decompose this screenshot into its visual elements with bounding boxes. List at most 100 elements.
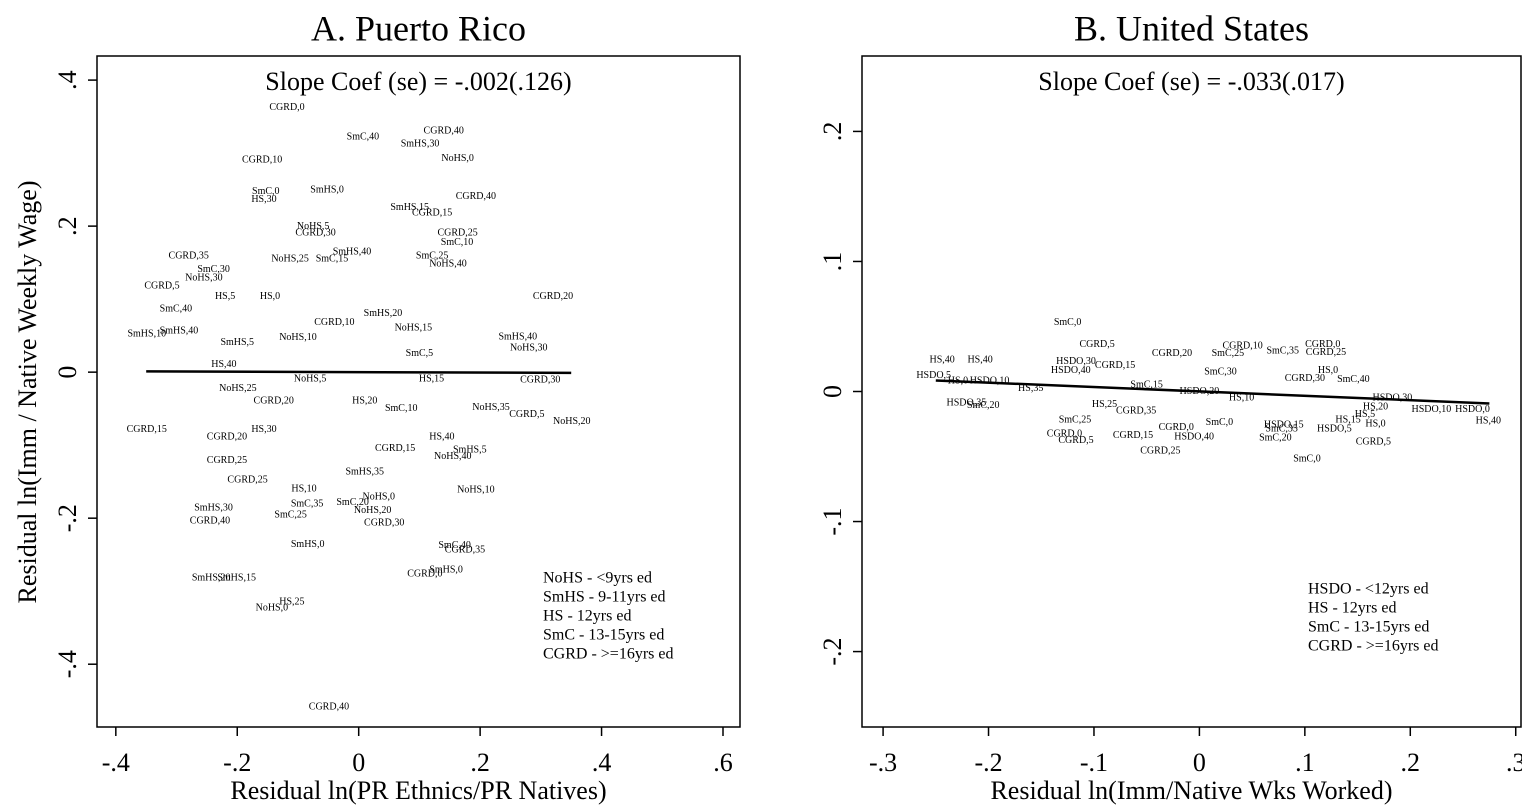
point-label: NoHS,0 xyxy=(256,602,289,613)
point-label: SmC,0 xyxy=(1054,317,1082,328)
chart-title: B. United States xyxy=(1074,8,1309,48)
point-label: HS,0 xyxy=(260,291,280,302)
point-label: CGRD,10 xyxy=(314,317,354,328)
point-label: CGRD,40 xyxy=(190,515,230,526)
point-label: CGRD,15 xyxy=(412,207,452,218)
point-label: CGRD,0 xyxy=(1047,429,1082,440)
point-label: SmHS,5 xyxy=(220,337,254,348)
point-label: NoHS,5 xyxy=(294,374,327,385)
point-label: CGRD,10 xyxy=(1222,340,1262,351)
fit-line xyxy=(146,370,572,375)
point-label: SmHS,0 xyxy=(310,185,344,196)
x-tick-label: .2 xyxy=(470,748,490,777)
point-label: HSDO,15 xyxy=(1264,420,1304,431)
point-label: CGRD,35 xyxy=(1116,405,1156,416)
point-label: SmHS,15 xyxy=(217,572,256,583)
plot-frame xyxy=(96,55,741,728)
legend-text: SmHS - 9-11yrs ed xyxy=(543,589,666,606)
point-label: CGRD,15 xyxy=(127,424,167,435)
point-label: SmHS,20 xyxy=(364,308,403,319)
point-label: SmC,25 xyxy=(274,510,307,521)
point-label: HS,20 xyxy=(352,396,377,407)
point-label: HS,30 xyxy=(251,424,276,435)
point-label: SmHS,0 xyxy=(291,539,325,550)
x-tick-label: .2 xyxy=(1401,748,1421,777)
point-label: NoHS,30 xyxy=(185,272,223,283)
point-label: CGRD,0 xyxy=(1159,422,1194,433)
point-label: CGRD,30 xyxy=(295,228,335,239)
point-label: SmHS,30 xyxy=(401,139,440,150)
point-label: SmC,40 xyxy=(160,304,193,315)
legend-text: HSDO - <12yrs ed xyxy=(1308,581,1429,598)
legend-text: CGRD - >=16yrs ed xyxy=(543,646,673,663)
point-label: SmC,20 xyxy=(336,497,369,508)
point-label: HS,40 xyxy=(1476,416,1501,427)
y-tick-label: 0 xyxy=(53,366,82,379)
point-label: CGRD,20 xyxy=(533,291,573,302)
point-label: HSDO,5 xyxy=(1317,424,1352,435)
y-tick-label: -.4 xyxy=(53,650,82,678)
point-label: NoHS,25 xyxy=(271,253,309,264)
point-label: HS,40 xyxy=(967,355,992,366)
point-label: CGRD,25 xyxy=(207,455,247,466)
point-label: SmC,15 xyxy=(1130,379,1163,390)
point-label: SmC,30 xyxy=(197,264,230,275)
point-label: SmHS,10 xyxy=(127,328,166,339)
point-label: SmC,35 xyxy=(1266,345,1299,356)
point-label: CGRD,30 xyxy=(1285,373,1325,384)
y-axis-label: Residual ln(Imm / Native Weekly Wage) xyxy=(13,180,42,603)
point-label: SmC,40 xyxy=(347,131,380,142)
point-label: CGRD,5 xyxy=(509,409,544,420)
x-tick-label: -.2 xyxy=(223,748,251,777)
point-label: CGRD,5 xyxy=(1058,435,1093,446)
point-label: CGRD,15 xyxy=(1095,360,1135,371)
point-label: CGRD,20 xyxy=(1152,348,1192,359)
x-tick-label: .4 xyxy=(592,748,612,777)
point-label: HS,5 xyxy=(215,291,235,302)
slope-annotation: Slope Coef (se) = -.033(.017) xyxy=(1038,67,1344,96)
point-label: SmHS,30 xyxy=(194,502,233,513)
point-label: SmHS,15 xyxy=(390,202,429,213)
point-label: CGRD,5 xyxy=(1356,437,1391,448)
x-axis-label: Residual ln(PR Ethnics/PR Natives) xyxy=(230,776,606,805)
point-label: CGRD,30 xyxy=(520,374,560,385)
point-label: HS,15 xyxy=(1335,414,1360,425)
y-tick-label: .2 xyxy=(53,216,82,236)
point-label: HS,15 xyxy=(419,374,444,385)
legend-text: SmC - 13-15yrs ed xyxy=(1308,619,1429,636)
point-label: CGRD,35 xyxy=(445,545,485,556)
point-label: SmHS,0 xyxy=(429,564,463,575)
point-label: NoHS,25 xyxy=(219,383,257,394)
point-label: HS,5 xyxy=(1355,409,1375,420)
point-label: HSDO,0 xyxy=(1455,404,1490,415)
point-label: HS,35 xyxy=(1018,383,1043,394)
point-label: NoHS,0 xyxy=(441,153,474,164)
point-label: NoHS,0 xyxy=(362,491,395,502)
point-label: HS,25 xyxy=(279,596,304,607)
point-label: CGRD,0 xyxy=(407,569,442,580)
legend-text: SmC - 13-15yrs ed xyxy=(543,627,664,644)
y-tick-label: -.2 xyxy=(818,637,847,665)
point-label: HS,10 xyxy=(291,483,316,494)
point-label: SmC,40 xyxy=(438,540,471,551)
point-label: HSDO,10 xyxy=(970,375,1010,386)
point-label: CGRD,20 xyxy=(254,396,294,407)
point-label: CGRD,30 xyxy=(364,518,404,529)
legend-text: CGRD - >=16yrs ed xyxy=(1308,638,1438,655)
point-label: SmC,15 xyxy=(316,253,349,264)
y-tick-label: 0 xyxy=(818,385,847,398)
point-label: NoHS,40 xyxy=(429,258,467,269)
point-label: SmC,0 xyxy=(1206,417,1234,428)
y-tick-label: -.1 xyxy=(818,507,847,535)
point-label: CGRD,15 xyxy=(375,443,415,454)
point-label: NoHS,30 xyxy=(510,342,548,353)
legend-text: HS - 12yrs ed xyxy=(1308,600,1396,617)
point-label: HS,40 xyxy=(429,431,454,442)
point-label: CGRD,35 xyxy=(169,250,209,261)
x-tick-label: .3 xyxy=(1506,748,1522,777)
x-tick-label: -.2 xyxy=(974,748,1002,777)
x-tick-label: -.1 xyxy=(1080,748,1108,777)
x-axis-label: Residual ln(Imm/Native Wks Worked) xyxy=(990,776,1392,805)
point-label: HS,40 xyxy=(211,359,236,370)
point-label: CGRD,25 xyxy=(227,475,267,486)
